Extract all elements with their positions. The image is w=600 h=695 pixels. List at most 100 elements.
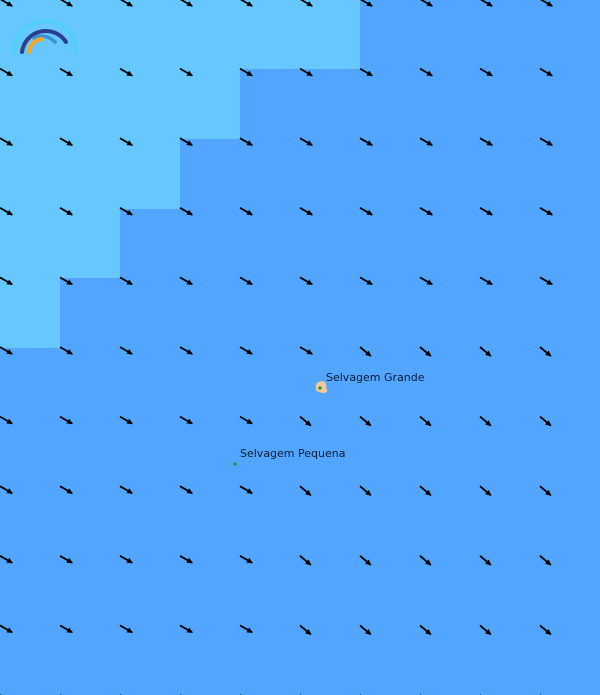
shallow-water-zone [0, 0, 360, 348]
wind-arrow-icon [299, 207, 313, 216]
wind-arrow-icon [419, 0, 433, 7]
wind-arrow-icon [0, 137, 13, 146]
wind-arrow-icon [479, 624, 492, 636]
wind-arrow-icon [479, 0, 493, 7]
wind-arrow-icon [419, 485, 432, 496]
wind-arrow-icon [0, 415, 13, 425]
wind-arrow-icon [299, 415, 312, 427]
wind-arrow-icon [359, 276, 373, 286]
wind-arrow-icon [179, 67, 193, 77]
wind-arrow-icon [59, 0, 73, 7]
wind-arrow-icon [59, 346, 73, 355]
wind-arrow-icon [179, 276, 193, 286]
wind-arrow-icon [59, 415, 73, 425]
wind-arrow-icon [119, 555, 133, 564]
wind-arrow-icon [239, 624, 253, 634]
wind-arrow-icon [0, 485, 13, 494]
wind-arrow-icon [299, 555, 312, 566]
wind-arrow-icon [419, 555, 432, 566]
wind-arrow-icon [359, 67, 373, 77]
wind-arrows [0, 0, 553, 695]
wind-arrow-icon [539, 276, 553, 286]
wind-arrow-icon [359, 137, 373, 146]
wind-arrow-icon [179, 0, 193, 7]
wind-arrow-icon [239, 207, 253, 216]
wind-arrow-icon [239, 276, 253, 286]
wind-arrow-icon [539, 624, 552, 636]
wind-arrow-icon [0, 67, 13, 77]
wind-arrow-icon [479, 346, 492, 357]
wind-arrow-icon [119, 137, 133, 146]
wind-arrow-icon [0, 207, 13, 216]
wind-arrow-icon [419, 67, 433, 77]
wind-arrow-icon [359, 555, 372, 566]
wind-arrow-icon [239, 555, 253, 564]
wind-arrow-icon [0, 0, 13, 7]
wind-arrow-icon [239, 0, 253, 7]
wind-arrow-icon [479, 415, 492, 427]
selvagem-grande-island [315, 381, 328, 393]
wind-arrow-icon [0, 624, 13, 634]
wind-arrow-icon [359, 0, 373, 7]
wind-arrow-icon [539, 485, 552, 496]
wind-arrow-icon [179, 137, 193, 146]
wind-arrow-icon [119, 0, 133, 7]
wind-arrow-icon [419, 415, 432, 427]
wind-arrow-icon [59, 555, 73, 564]
wind-arrow-icon [359, 346, 372, 357]
wind-arrow-icon [119, 346, 133, 355]
wind-arrow-icon [299, 624, 312, 636]
wind-arrow-icon [479, 137, 493, 146]
wind-arrow-icon [239, 346, 253, 355]
wind-arrow-icon [119, 624, 133, 634]
wind-arrow-icon [239, 137, 253, 146]
wind-arrow-icon [119, 276, 133, 286]
wind-arrow-icon [359, 207, 373, 216]
wind-arrow-icon [179, 207, 193, 216]
wind-arrow-icon [239, 67, 253, 77]
wind-arrow-icon [0, 555, 13, 564]
wind-arrow-icon [179, 346, 193, 355]
wind-arrow-icon [479, 207, 493, 216]
wind-arrow-icon [59, 276, 73, 286]
rainbow-arc-logo-icon [12, 19, 78, 54]
place-label-selvagem-grande[interactable]: Selvagem Grande [326, 371, 425, 384]
selvagem-pequena-marker-icon [233, 462, 237, 466]
wind-arrow-icon [119, 485, 133, 494]
wind-arrow-icon [419, 137, 433, 146]
wind-arrow-icon [239, 415, 253, 425]
wind-arrow-icon [179, 485, 193, 494]
wind-arrow-icon [299, 67, 313, 77]
wind-arrow-icon [539, 137, 553, 146]
wind-arrow-icon [59, 485, 73, 494]
wind-arrow-icon [59, 67, 73, 77]
wind-arrow-icon [119, 415, 133, 425]
wind-arrow-icon [539, 555, 552, 566]
wind-arrow-icon [539, 0, 553, 7]
wind-arrow-icon [299, 137, 313, 146]
wind-arrow-icon [179, 415, 193, 425]
wind-arrow-icon [179, 555, 193, 564]
wind-arrow-icon [479, 67, 493, 77]
wind-arrow-icon [479, 276, 493, 286]
wind-arrow-icon [359, 624, 372, 636]
wind-arrow-icon [359, 415, 372, 427]
wind-arrow-icon [299, 485, 312, 496]
wind-arrow-icon [299, 276, 313, 286]
wind-arrow-icon [0, 346, 13, 355]
wind-arrow-icon [59, 137, 73, 146]
wind-arrow-icon [179, 624, 193, 634]
place-label-selvagem-pequena[interactable]: Selvagem Pequena [240, 447, 346, 460]
wind-arrow-icon [479, 555, 492, 566]
wind-arrow-icon [119, 67, 133, 77]
wind-arrow-icon [299, 0, 313, 7]
wind-arrow-icon [419, 207, 433, 216]
wind-arrow-icon [119, 207, 133, 216]
wind-arrow-icon [59, 624, 73, 634]
wind-arrow-icon [539, 415, 552, 427]
wind-arrow-icon [539, 346, 552, 357]
wind-arrow-icon [419, 624, 432, 636]
wind-arrow-icon [359, 485, 372, 496]
wind-arrow-icon [419, 346, 432, 357]
